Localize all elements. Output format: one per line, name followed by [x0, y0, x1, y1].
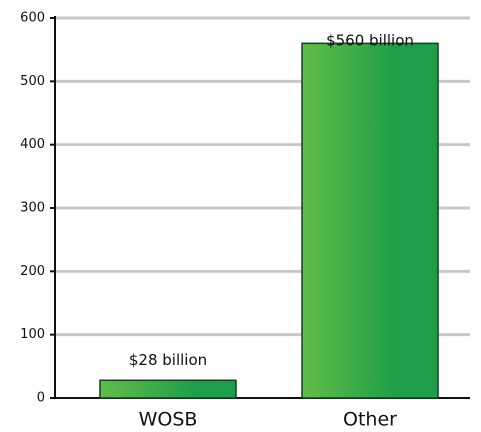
- y-tick-label: 500: [20, 74, 45, 89]
- y-tick-label: 200: [20, 264, 45, 279]
- y-tick-label: 600: [20, 11, 45, 26]
- y-tick-label: 300: [20, 201, 45, 216]
- y-tick-label: 0: [37, 391, 45, 406]
- x-tick-label: WOSB: [139, 409, 198, 431]
- y-tick-label: 100: [20, 327, 45, 342]
- bar: [301, 42, 439, 399]
- bar: [99, 379, 237, 399]
- value-label: $28 billion: [129, 351, 207, 369]
- x-tick-label: Other: [343, 409, 397, 431]
- value-label: $560 billion: [326, 32, 414, 50]
- y-tick-label: 400: [20, 137, 45, 152]
